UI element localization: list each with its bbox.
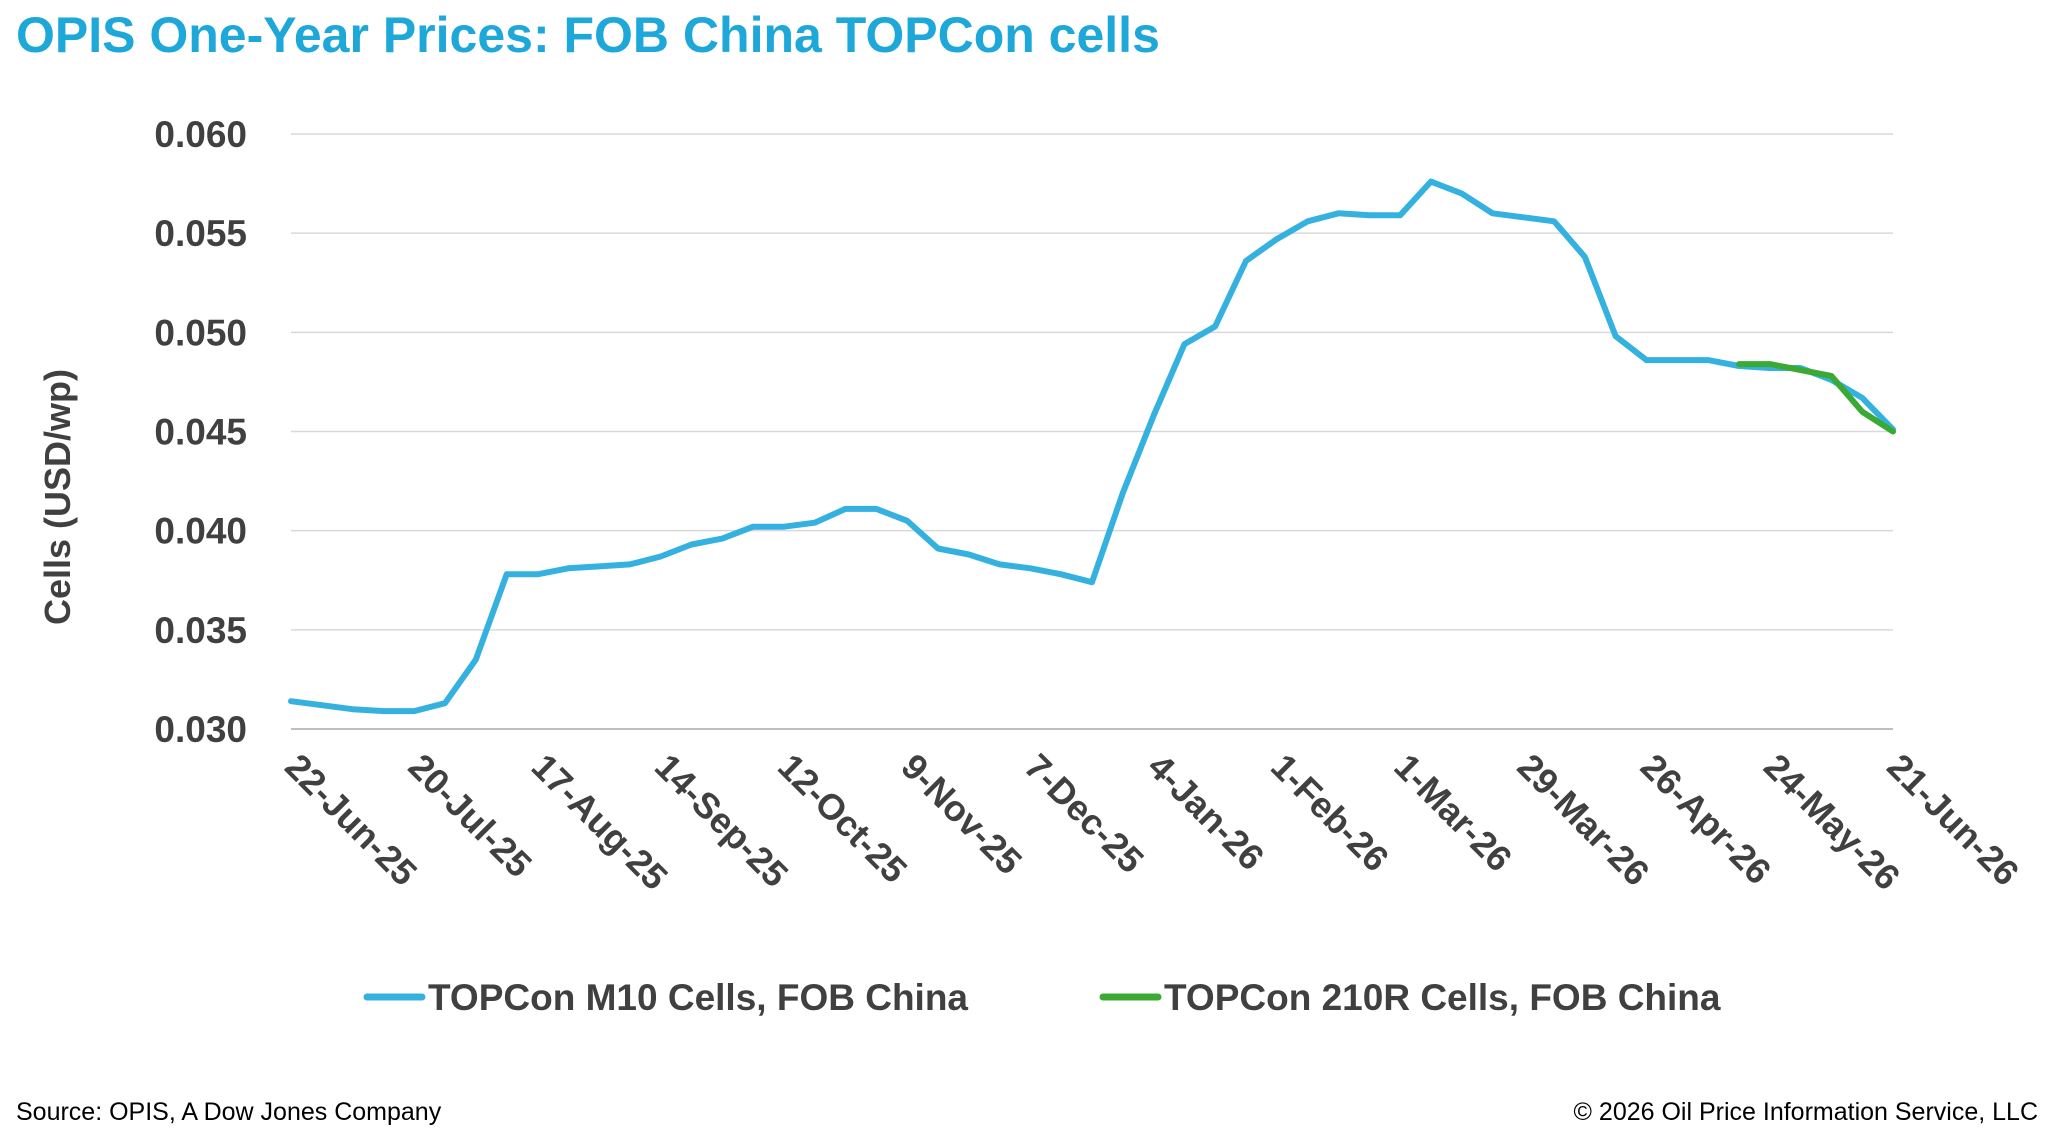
x-tick-label: 26-Apr-26	[1633, 746, 1779, 892]
source-note: Source: OPIS, A Dow Jones Company	[16, 1098, 442, 1126]
y-tick-label: 0.035	[154, 610, 247, 651]
y-tick-label: 0.045	[154, 412, 247, 453]
copyright-note: © 2026 Oil Price Information Service, LL…	[1573, 1098, 2038, 1126]
x-tick-label: 7-Dec-25	[1017, 746, 1152, 881]
series-lines	[288, 178, 1896, 715]
x-tick-label: 1-Feb-26	[1263, 746, 1397, 880]
series-line-1	[288, 178, 1896, 715]
y-tick-label: 0.055	[154, 213, 247, 254]
x-tick-label: 1-Mar-26	[1386, 746, 1520, 880]
x-axis-tick-labels: 22-Jun-2520-Jul-2517-Aug-2514-Sep-2512-O…	[277, 746, 2027, 898]
x-tick-label: 4-Jan-26	[1140, 746, 1272, 878]
series-line-2	[1736, 361, 1896, 435]
legend-label-2: TOPCon 210R Cells, FOB China	[1164, 977, 1721, 1018]
legend: TOPCon M10 Cells, FOB China TOPCon 210R C…	[363, 977, 1721, 1018]
y-tick-label: 0.040	[154, 511, 247, 552]
y-tick-label: 0.060	[154, 114, 247, 155]
y-axis-label: Cells (USD/wp)	[37, 369, 78, 625]
x-tick-label: 29-Mar-26	[1510, 746, 1658, 894]
x-tick-label: 22-Jun-25	[277, 746, 425, 894]
y-tick-label: 0.030	[154, 709, 247, 750]
y-axis-tick-labels: 0.030 0.035 0.040 0.045 0.050 0.055 0.060	[154, 114, 247, 750]
grid-lines	[291, 133, 1893, 631]
y-tick-label: 0.050	[154, 312, 247, 353]
legend-label-1: TOPCon M10 Cells, FOB China	[428, 977, 968, 1018]
chart-title: OPIS One-Year Prices: FOB China TOPCon c…	[16, 7, 1160, 63]
